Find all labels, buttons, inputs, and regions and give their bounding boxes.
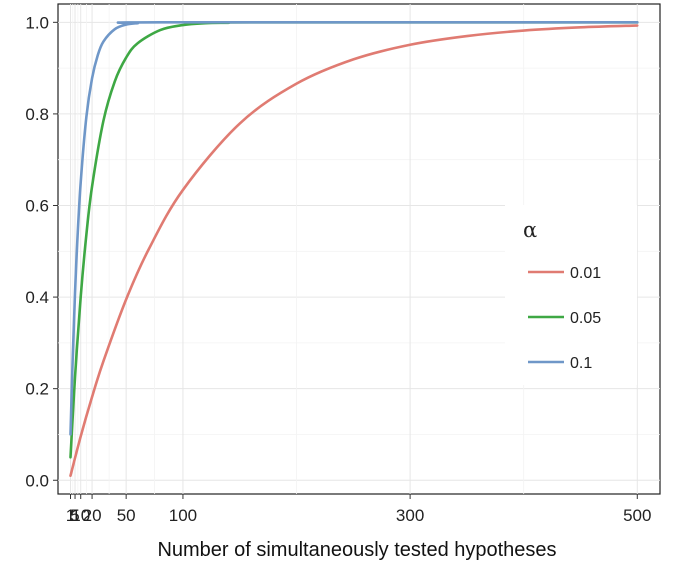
y-tick-label: 0.2 xyxy=(25,380,49,399)
y-tick-label: 1.0 xyxy=(25,13,49,32)
series-line-0.1 xyxy=(69,21,639,436)
x-tick-label: 100 xyxy=(169,506,197,525)
legend: α 0.01 0.05 0.1 xyxy=(505,205,637,385)
x-tick-label: 1 xyxy=(66,506,75,525)
legend-label-0.01: 0.01 xyxy=(570,265,601,282)
y-tick-label: 0.4 xyxy=(25,288,49,307)
legend-label-0.05: 0.05 xyxy=(570,310,601,327)
legend-label-0.1: 0.1 xyxy=(570,355,592,372)
x-tick-label: 20 xyxy=(83,506,102,525)
y-tick-label: 0.0 xyxy=(25,471,49,490)
x-tick-label: 50 xyxy=(117,506,136,525)
x-tick-label: 10 xyxy=(71,506,90,525)
grid xyxy=(58,4,660,494)
x-tick-label: 500 xyxy=(623,506,651,525)
series-line-0.01 xyxy=(69,24,639,477)
x-tick-label: 300 xyxy=(396,506,424,525)
legend-title: α xyxy=(523,218,537,242)
series-lines xyxy=(69,21,639,477)
y-tick-label: 0.8 xyxy=(25,105,49,124)
x-axis-title: Number of simultaneously tested hypothes… xyxy=(157,539,556,561)
legend-box xyxy=(505,205,637,385)
x-tick-label: 5 xyxy=(70,506,79,525)
y-tick-label: 0.6 xyxy=(25,196,49,215)
